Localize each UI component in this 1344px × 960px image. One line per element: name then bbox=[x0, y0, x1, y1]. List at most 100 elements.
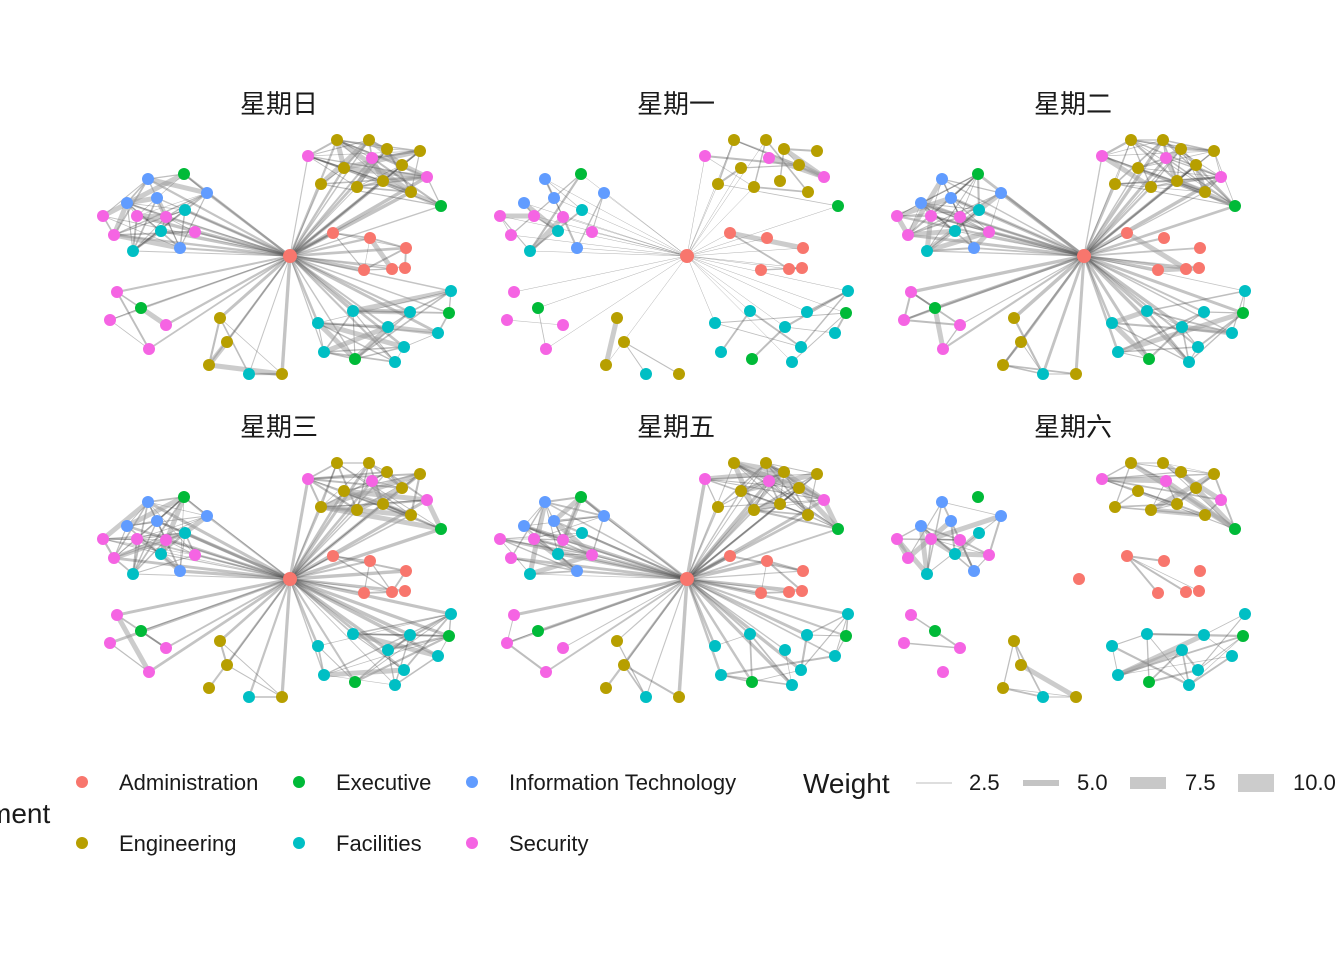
network-node bbox=[501, 637, 513, 649]
edge bbox=[959, 215, 1085, 258]
edge bbox=[367, 236, 395, 271]
facet-title: 星期二 bbox=[1034, 90, 1112, 120]
edge bbox=[307, 478, 442, 530]
edge bbox=[760, 267, 803, 271]
administration-key bbox=[76, 776, 88, 788]
edge bbox=[280, 255, 292, 375]
edge bbox=[544, 501, 559, 555]
edge bbox=[685, 577, 794, 687]
network-node bbox=[618, 336, 630, 348]
edge bbox=[753, 473, 818, 511]
network-node bbox=[327, 550, 339, 562]
edge bbox=[208, 578, 291, 689]
edge bbox=[529, 173, 582, 252]
network-node bbox=[1152, 587, 1164, 599]
edge bbox=[1082, 254, 1191, 364]
edge bbox=[1083, 191, 1206, 257]
edge bbox=[959, 255, 1085, 326]
edge bbox=[529, 573, 688, 580]
edge bbox=[140, 578, 291, 632]
network-node bbox=[400, 565, 412, 577]
edge bbox=[623, 664, 647, 698]
network-node bbox=[796, 585, 808, 597]
network-node bbox=[389, 356, 401, 368]
edge bbox=[403, 332, 439, 348]
edge bbox=[288, 254, 355, 313]
network-node bbox=[797, 565, 809, 577]
edge bbox=[102, 532, 186, 540]
network-node bbox=[949, 225, 961, 237]
network-node bbox=[97, 533, 109, 545]
edge bbox=[1203, 613, 1246, 636]
network-node bbox=[127, 245, 139, 257]
edge bbox=[1013, 317, 1044, 375]
network-node bbox=[315, 501, 327, 513]
network-node bbox=[404, 306, 416, 318]
network-node bbox=[1171, 175, 1183, 187]
weight-key-2-5: 2.5 bbox=[916, 770, 1000, 795]
nodes bbox=[494, 134, 854, 380]
edge bbox=[343, 165, 428, 180]
network-node bbox=[973, 204, 985, 216]
network-node bbox=[1194, 242, 1206, 254]
edge bbox=[553, 519, 688, 581]
edge bbox=[562, 216, 688, 257]
network-node bbox=[1192, 341, 1204, 353]
edge bbox=[941, 178, 1085, 257]
edge bbox=[289, 578, 396, 686]
edge bbox=[686, 528, 839, 580]
edge bbox=[289, 186, 358, 257]
network-node bbox=[435, 200, 447, 212]
network-node bbox=[640, 368, 652, 380]
edge bbox=[1126, 555, 1159, 594]
edge bbox=[219, 317, 283, 375]
network-node bbox=[396, 482, 408, 494]
edge bbox=[288, 462, 371, 580]
edge bbox=[289, 559, 371, 581]
network-node bbox=[937, 666, 949, 678]
information-technology-key bbox=[466, 776, 478, 788]
edge bbox=[126, 202, 134, 252]
edge bbox=[113, 530, 186, 561]
network-node bbox=[1199, 186, 1211, 198]
edge bbox=[101, 171, 186, 219]
network-node bbox=[505, 229, 517, 241]
edge bbox=[382, 498, 428, 506]
edge bbox=[930, 215, 990, 233]
network-node bbox=[1106, 640, 1118, 652]
edge bbox=[603, 192, 688, 257]
edge bbox=[717, 183, 839, 207]
network-node bbox=[363, 457, 375, 469]
edge bbox=[307, 155, 428, 178]
edge bbox=[751, 326, 786, 360]
edge bbox=[1146, 633, 1190, 686]
legend-item-information-technology: Information Technology bbox=[466, 770, 736, 795]
network-node bbox=[1145, 181, 1157, 193]
edge bbox=[784, 326, 836, 334]
edge bbox=[156, 519, 291, 581]
edge bbox=[506, 319, 564, 326]
edge bbox=[685, 578, 723, 676]
network-node bbox=[774, 498, 786, 510]
network-node bbox=[381, 466, 393, 478]
network-node bbox=[783, 586, 795, 598]
network-node bbox=[1158, 232, 1170, 244]
hub-node bbox=[283, 572, 297, 586]
edge bbox=[352, 613, 452, 635]
network-node bbox=[160, 211, 172, 223]
edge bbox=[1083, 254, 1159, 272]
edge bbox=[973, 247, 1085, 257]
network-node bbox=[760, 134, 772, 146]
edge bbox=[988, 515, 1002, 556]
edge bbox=[685, 479, 771, 581]
network-node bbox=[347, 305, 359, 317]
network-node bbox=[840, 307, 852, 319]
edge bbox=[591, 554, 688, 580]
edge bbox=[1197, 635, 1244, 671]
network-node bbox=[735, 485, 747, 497]
edge bbox=[686, 559, 768, 581]
network-node bbox=[508, 609, 520, 621]
network-node bbox=[389, 679, 401, 691]
edge bbox=[307, 155, 412, 193]
network-node bbox=[954, 319, 966, 331]
